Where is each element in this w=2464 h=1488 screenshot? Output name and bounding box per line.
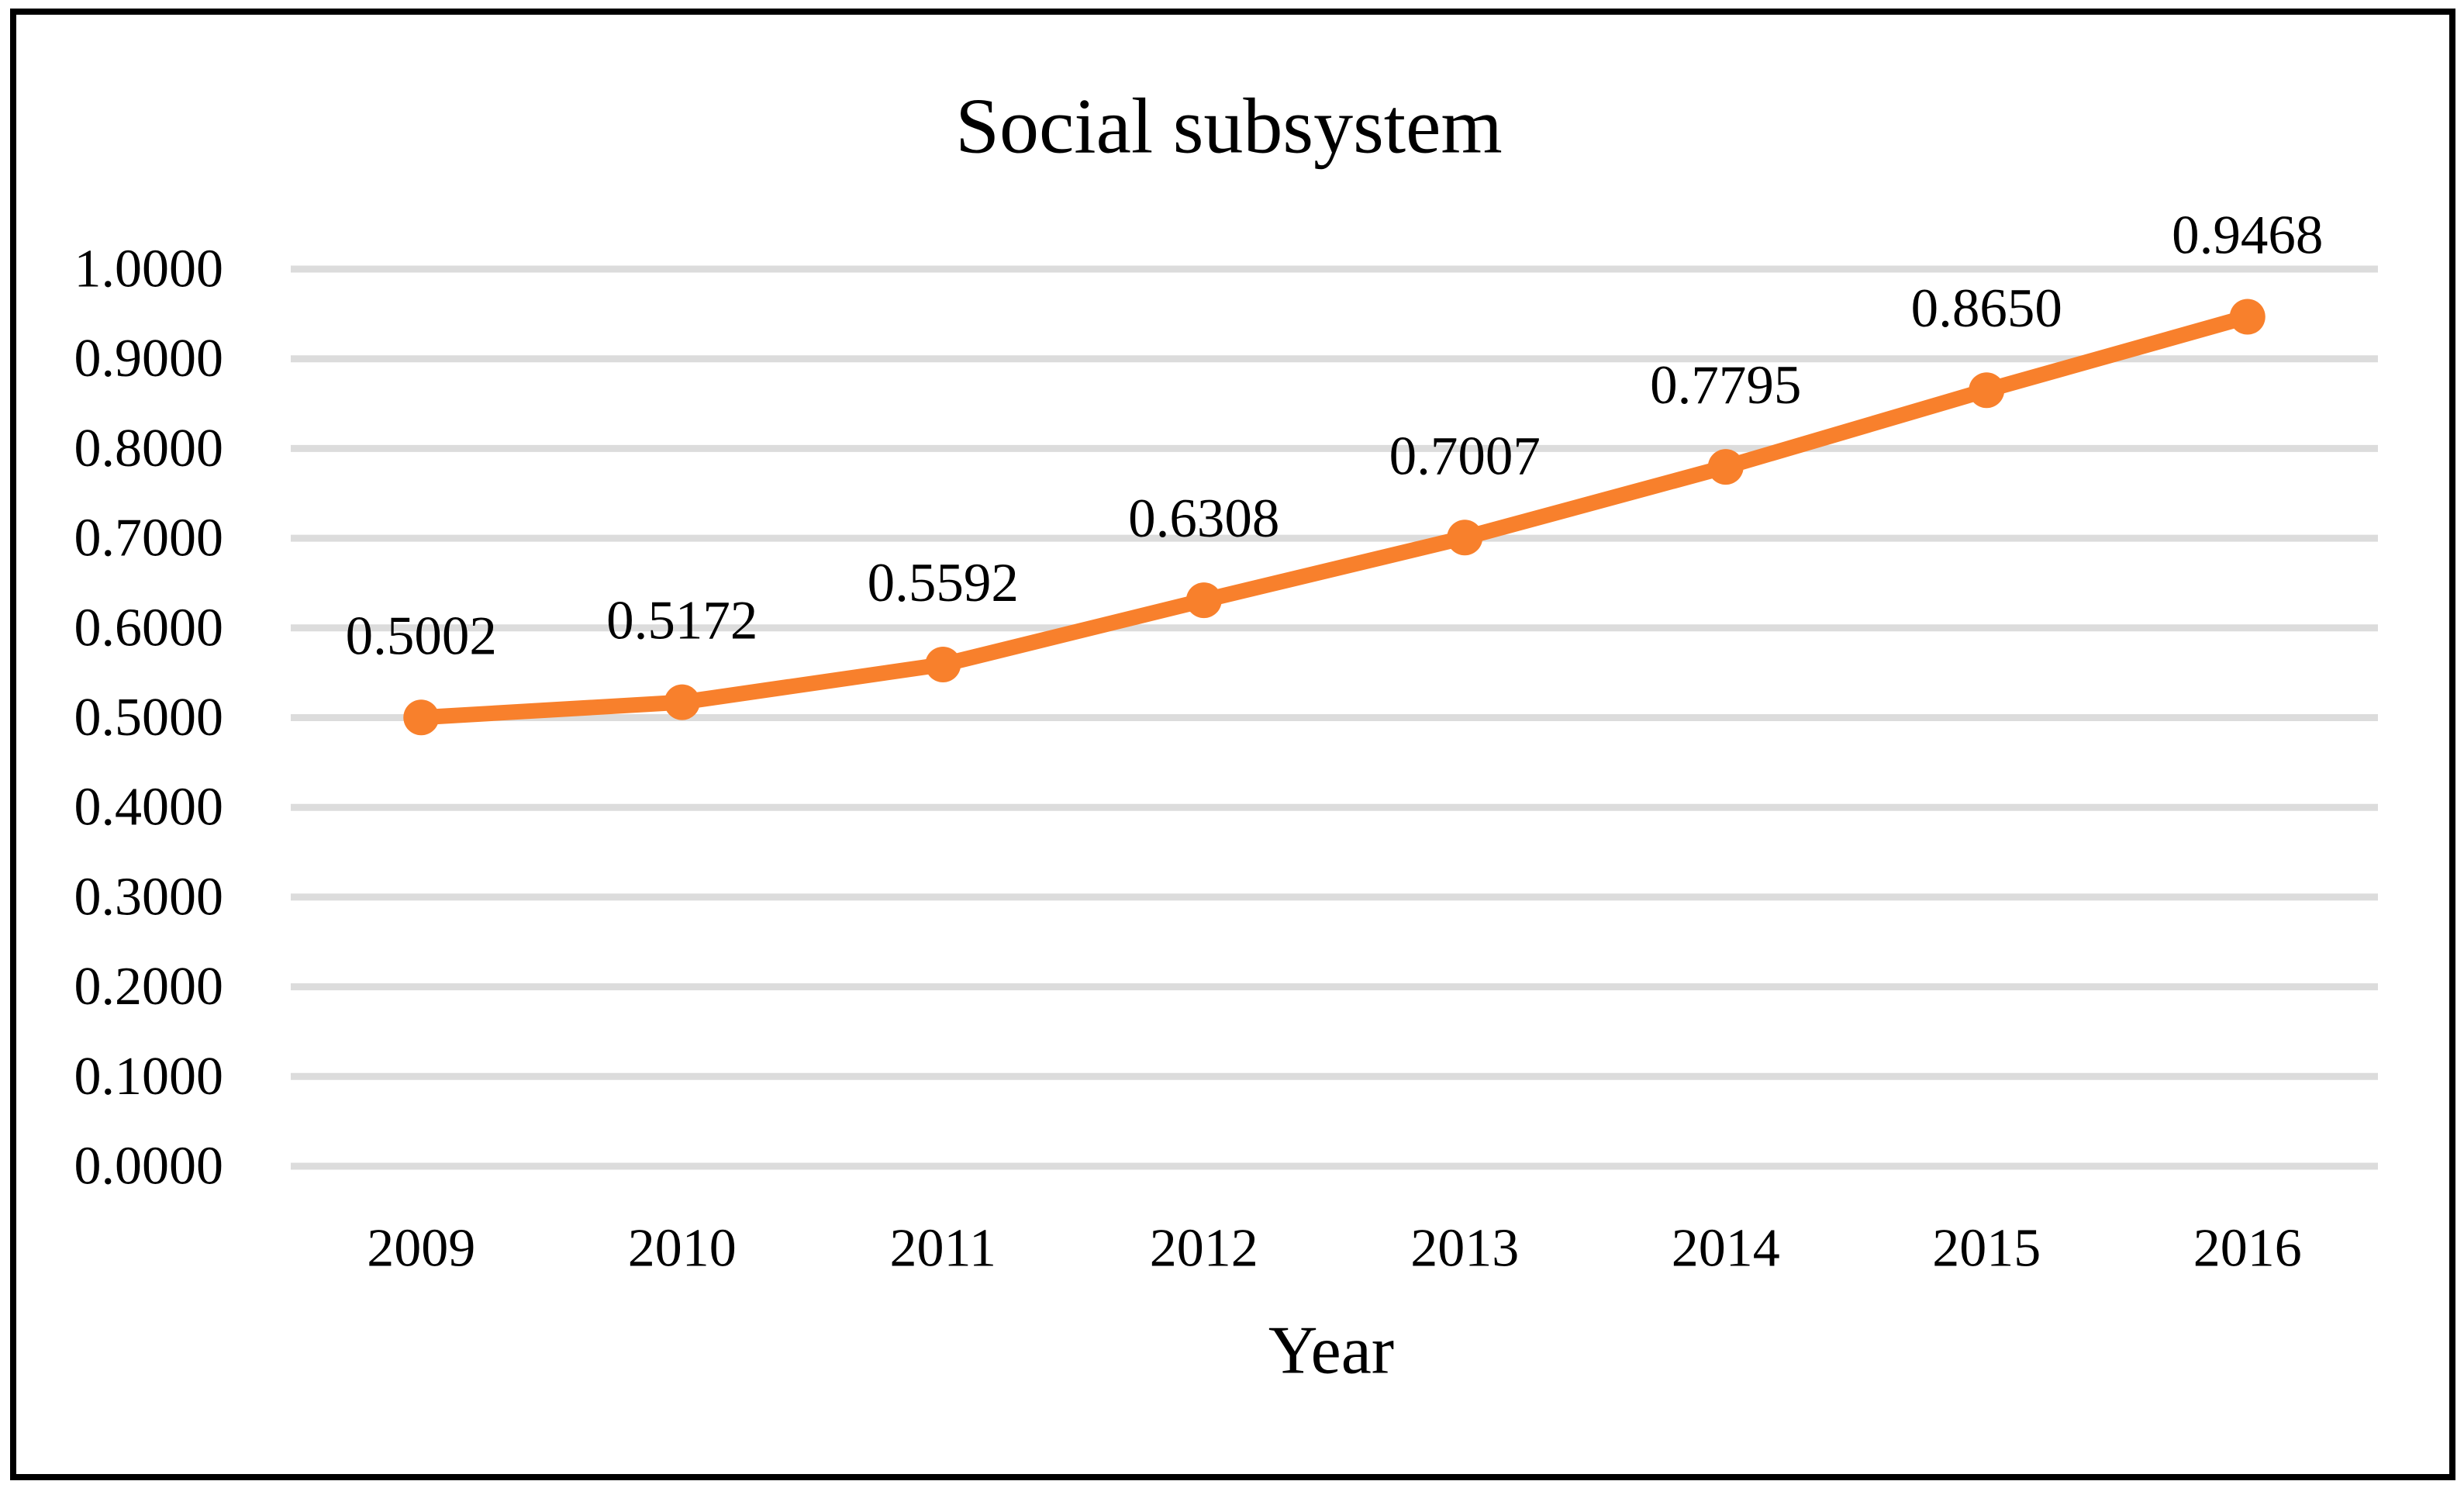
y-axis-tick-labels: 0.0000 0.1000 0.2000 0.3000 0.4000 0.5000 0.60… xyxy=(74,240,224,1196)
x-tick-label: 2013 xyxy=(1410,1219,1519,1279)
gridlines xyxy=(291,265,2378,1170)
series-marker xyxy=(1969,372,2005,409)
series-marker xyxy=(925,647,961,683)
chart-border xyxy=(10,9,2455,1480)
y-tick-label: 0.0000 xyxy=(74,1137,224,1196)
data-label: 0.6308 xyxy=(1128,489,1279,549)
y-tick-label: 0.2000 xyxy=(74,957,224,1017)
x-tick-label: 2010 xyxy=(628,1219,737,1279)
y-tick-label: 0.5000 xyxy=(74,688,224,747)
y-tick-label: 0.4000 xyxy=(74,778,224,837)
y-tick-label: 1.0000 xyxy=(74,240,224,299)
data-label: 0.8650 xyxy=(1911,278,2062,339)
series-marker xyxy=(664,684,700,720)
y-tick-label: 0.6000 xyxy=(74,598,224,658)
data-label: 0.5592 xyxy=(868,553,1019,613)
x-tick-label: 2009 xyxy=(367,1219,475,1279)
x-tick-label: 2015 xyxy=(1932,1219,2041,1279)
data-label: 0.5172 xyxy=(606,591,757,651)
data-label: 0.9468 xyxy=(2172,205,2323,266)
data-label: 0.7007 xyxy=(1389,426,1541,486)
data-labels: 0.5002 0.5172 0.5592 0.6308 0.7007 0.7795 0.86… xyxy=(346,205,2324,667)
series-line xyxy=(413,309,2255,726)
x-axis-tick-labels: 2009 2010 2011 2012 2013 2014 2015 2016 xyxy=(367,1219,2302,1279)
x-axis-title: Year xyxy=(1268,1314,1394,1389)
y-tick-label: 0.7000 xyxy=(74,509,224,568)
y-tick-label: 0.1000 xyxy=(74,1047,224,1107)
x-tick-label: 2012 xyxy=(1150,1219,1258,1279)
data-label: 0.5002 xyxy=(346,606,497,666)
series-marker xyxy=(1707,449,1744,485)
y-tick-label: 0.9000 xyxy=(74,329,224,388)
y-tick-label: 0.8000 xyxy=(74,419,224,478)
series-markers xyxy=(403,299,2266,736)
x-tick-label: 2016 xyxy=(2193,1219,2302,1279)
chart-title: Social subsystem xyxy=(955,83,1502,171)
series-marker xyxy=(403,699,440,736)
x-tick-label: 2011 xyxy=(890,1219,996,1279)
y-tick-label: 0.3000 xyxy=(74,867,224,927)
x-tick-label: 2014 xyxy=(1672,1219,1780,1279)
series-marker xyxy=(1185,582,1222,619)
series-marker xyxy=(1447,520,1483,556)
data-label: 0.7795 xyxy=(1650,355,1801,416)
series-marker xyxy=(2229,299,2266,335)
